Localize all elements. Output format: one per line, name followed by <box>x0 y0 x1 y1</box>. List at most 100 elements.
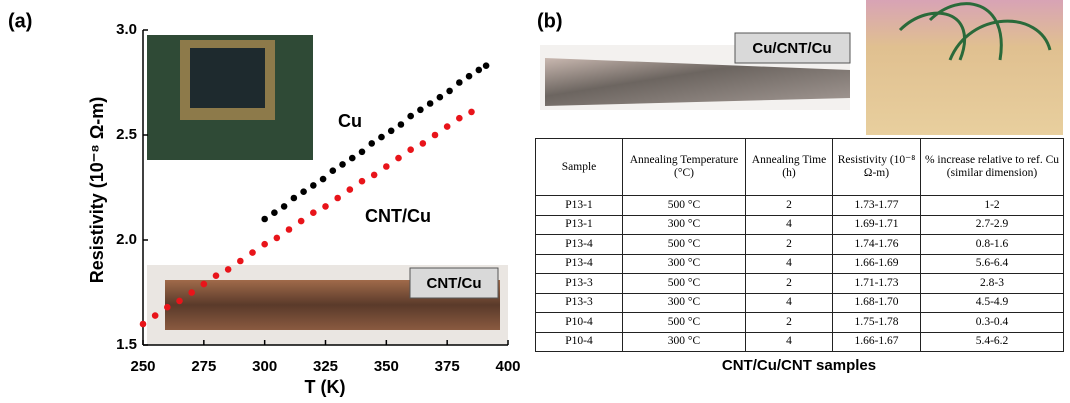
data-point <box>285 226 293 233</box>
table-cell: 4.5-4.9 <box>920 292 1064 313</box>
data-point <box>290 194 298 202</box>
data-point <box>358 177 366 185</box>
table-row: P13-1 500 °C 2 1.73-1.77 1-2 <box>535 195 1064 216</box>
table-cell: P13-3 <box>535 292 623 313</box>
table-cell: P10-4 <box>535 312 623 333</box>
data-point <box>456 114 463 122</box>
data-point <box>322 203 329 210</box>
data-point <box>139 320 147 328</box>
data-point <box>297 217 305 225</box>
table-cell: 1.74-1.76 <box>832 234 921 255</box>
table-cell: P13-1 <box>535 195 623 216</box>
table-cell: 300 °C <box>622 253 746 274</box>
table-row: P13-1 300 °C 4 1.69-1.71 2.7-2.9 <box>535 214 1064 235</box>
data-point <box>426 100 434 107</box>
table-body: P13-1 500 °C 2 1.73-1.77 1-2 P13-1 300 °C 4 1.69… <box>535 195 1064 352</box>
table-cell: 4 <box>745 292 833 313</box>
table-cell: P13-3 <box>535 273 623 294</box>
y-tick-label: 2.0 <box>116 231 137 248</box>
panel-label: (b) <box>537 10 563 32</box>
data-point <box>224 266 232 273</box>
y-tick-label: 2.5 <box>116 126 137 143</box>
data-point <box>339 161 346 168</box>
table-cell: 2 <box>745 195 833 216</box>
table-header-cell: Annealing Temperature (°C) <box>622 138 746 196</box>
data-point <box>176 297 183 305</box>
data-point <box>200 280 208 288</box>
table-cell: 1-2 <box>920 195 1064 216</box>
x-axis-label: T (K) <box>305 377 346 397</box>
chip-photo-die <box>190 48 265 108</box>
table-cell: 300 °C <box>622 214 746 235</box>
y-tick-label: 1.5 <box>116 336 137 353</box>
table-cell: 1.75-1.78 <box>832 312 921 333</box>
breadboard-wires <box>898 2 1052 61</box>
x-tick-label: 375 <box>435 358 460 375</box>
data-point <box>387 127 395 135</box>
table-cell: 300 °C <box>622 292 746 313</box>
data-point <box>456 79 463 86</box>
table-cell: P10-4 <box>535 331 623 352</box>
table-cell: P13-4 <box>535 253 623 274</box>
data-point <box>465 72 473 80</box>
data-point <box>407 112 414 120</box>
data-point <box>443 123 451 130</box>
data-point <box>407 146 414 153</box>
data-point <box>395 154 402 162</box>
table: Sample Annealing Temperature (°C) Annealin… <box>535 138 1064 352</box>
table-cell: 1.69-1.71 <box>832 214 921 235</box>
data-point <box>212 272 220 280</box>
table-cell: 500 °C <box>622 234 746 255</box>
table-cell: 1.66-1.67 <box>832 331 921 352</box>
data-point <box>151 312 159 319</box>
data-point <box>310 182 317 189</box>
data-point <box>271 209 278 216</box>
data-point <box>431 131 439 139</box>
panel-label: (a) <box>8 10 32 32</box>
table-caption: CNT/Cu/CNT samples <box>722 357 876 374</box>
table-cell: 1.71-1.73 <box>832 273 921 294</box>
table-cell: 4 <box>745 214 833 235</box>
photo-label: Cu/CNT/Cu <box>752 40 831 57</box>
table-header: Sample Annealing Temperature (°C) Annealin… <box>535 138 1064 196</box>
data-point <box>300 188 307 195</box>
table-cell: 300 °C <box>622 331 746 352</box>
series-label: CNT/Cu <box>365 206 431 226</box>
series-label: Cu <box>338 111 362 131</box>
table-cell: 500 °C <box>622 195 746 216</box>
data-point <box>378 133 385 141</box>
data-point <box>280 203 288 210</box>
data-point <box>319 175 327 183</box>
table-row: P10-4 500 °C 2 1.75-1.78 0.3-0.4 <box>535 312 1064 333</box>
table-cell: 1.66-1.69 <box>832 253 921 274</box>
table-cell: 4 <box>745 253 833 274</box>
table-cell: 2 <box>745 234 833 255</box>
photo-label-box <box>734 32 851 64</box>
data-point <box>436 93 444 101</box>
photo-label-box <box>409 267 499 299</box>
table-cell: 1.68-1.70 <box>832 292 921 313</box>
table-cell: 0.3-0.4 <box>920 312 1064 333</box>
table-row: P13-4 500 °C 2 1.74-1.76 0.8-1.6 <box>535 234 1064 255</box>
data-point <box>188 289 195 296</box>
table-row: P10-4 300 °C 4 1.66-1.67 5.4-6.2 <box>535 331 1064 352</box>
data-point <box>475 66 483 74</box>
table-header-cell: Resistivity (10⁻⁸ Ω-m) <box>832 138 921 196</box>
table-cell: 5.4-6.2 <box>920 331 1064 352</box>
data-point <box>358 148 366 156</box>
y-axis-label: Resistivity (10⁻⁸ Ω-m) <box>87 97 107 284</box>
x-tick-label: 250 <box>130 358 155 375</box>
data-point <box>273 234 281 242</box>
table-cell: 5.6-6.4 <box>920 253 1064 274</box>
table-cell: P13-4 <box>535 234 623 255</box>
y-tick-label: 3.0 <box>116 21 137 38</box>
data-point <box>334 194 341 202</box>
data-point <box>370 171 378 179</box>
data-point <box>368 140 376 147</box>
table-row: P13-3 500 °C 2 1.71-1.73 2.8-3 <box>535 273 1064 294</box>
data-point <box>383 163 390 170</box>
table-header-cell: Annealing Time (h) <box>745 138 833 196</box>
breadboard-photo <box>866 0 1063 135</box>
